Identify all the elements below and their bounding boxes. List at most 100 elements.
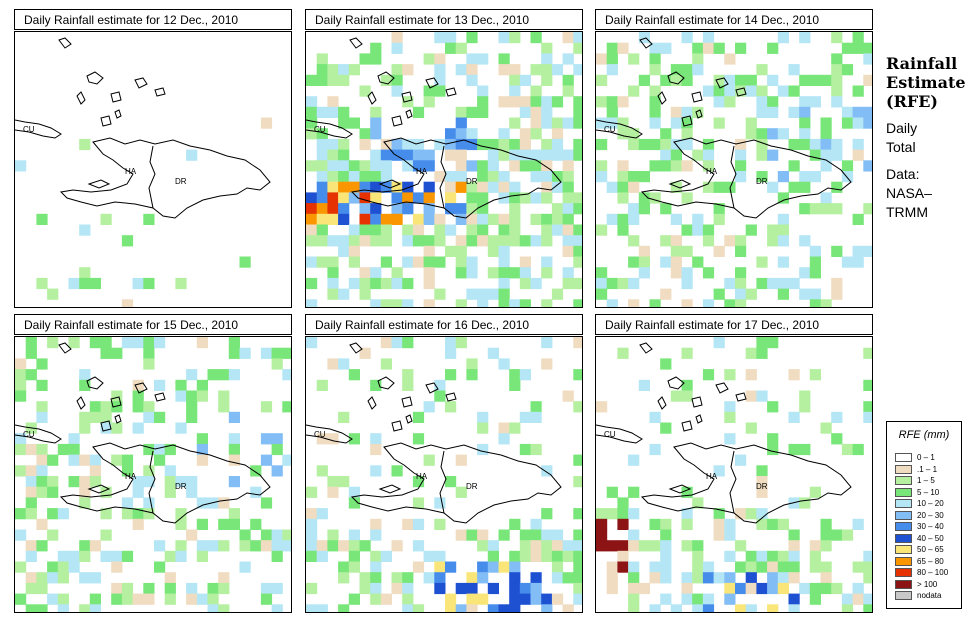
rainfall-cell: [15, 508, 27, 520]
rainfall-cell: [660, 256, 672, 268]
rainfall-cell: [498, 604, 510, 612]
rainfall-cell: [596, 508, 608, 520]
rainfall-cell: [841, 593, 854, 605]
rainfall-cell: [628, 572, 640, 584]
rainfall-cell: [541, 171, 553, 183]
rainfall-cell: [327, 106, 339, 118]
rainfall-cell: [606, 582, 618, 595]
rainfall-cell: [617, 160, 629, 172]
rainfall-cell: [306, 192, 318, 204]
rainfall-cell: [402, 224, 414, 236]
rainfall-cell: [57, 604, 69, 612]
rainfall-cell: [530, 128, 542, 140]
rainfall-cell: [423, 401, 435, 413]
island-outline: [425, 382, 439, 394]
rainfall-cell: [831, 277, 843, 290]
rainfall-cell: [767, 277, 779, 290]
rainfall-cell: [573, 192, 582, 204]
rainfall-cell: [89, 337, 101, 349]
rainfall-cell: [121, 337, 134, 349]
rainfall-cell: [316, 224, 328, 236]
rainfall-cell: [466, 74, 478, 86]
rainfall-cell: [681, 582, 693, 595]
rainfall-cell: [820, 561, 832, 573]
rainfall-cell: [477, 529, 489, 541]
rainfall-cell: [402, 379, 414, 391]
rainfall-cell: [809, 540, 821, 552]
rainfall-cell: [316, 53, 328, 65]
rainfall-cell: [239, 347, 251, 359]
rainfall-cell: [228, 518, 240, 530]
rainfall-cell: [573, 149, 582, 161]
rainfall-cell: [509, 299, 521, 307]
rainfall-cell: [143, 337, 155, 349]
rainfall-cell: [466, 529, 478, 541]
rainfall-cell: [25, 443, 37, 456]
rainfall-cell: [692, 213, 704, 225]
rainfall-cell: [316, 64, 328, 76]
legend-label: 80 – 100: [917, 568, 949, 577]
rainfall-cell: [670, 64, 682, 76]
rainfall-cell: [649, 53, 661, 65]
rainfall-cell: [487, 267, 499, 279]
rainfall-cell: [519, 277, 531, 290]
rainfall-cell: [606, 277, 618, 290]
rainfall-cell: [702, 593, 715, 605]
rainfall-cell: [132, 518, 144, 530]
rainfall-cell: [370, 106, 382, 118]
rainfall-cell: [327, 476, 339, 488]
rainfall-cell: [79, 369, 91, 381]
island-outline: [391, 115, 403, 127]
rainfall-cell: [573, 529, 582, 541]
rainfall-cell: [132, 476, 144, 488]
rainfall-cell: [649, 518, 661, 530]
rainfall-cell: [466, 358, 478, 370]
rainfall-cell: [809, 369, 821, 381]
rainfall-cell: [477, 106, 489, 118]
rainfall-cell: [767, 582, 779, 595]
rainfall-cell: [306, 550, 318, 562]
rainfall-cell: [831, 411, 843, 423]
rainfall-cell: [562, 224, 574, 236]
rainfall-cell: [143, 476, 155, 488]
rainfall-cell: [530, 518, 542, 530]
rainfall-cell: [57, 572, 69, 584]
rainfall-cell: [649, 42, 661, 54]
rainfall-cell: [380, 277, 392, 290]
rainfall-cell: [466, 267, 478, 279]
rainfall-cell: [423, 85, 435, 97]
rainfall-cell: [306, 160, 318, 172]
rainfall-cell: [541, 540, 553, 552]
rainfall-cell: [466, 128, 478, 140]
rainfall-cell: [338, 181, 350, 193]
rainfall-cell: [327, 138, 339, 151]
rainfall-cell: [617, 277, 629, 290]
rainfall-cell: [79, 497, 91, 509]
island-outline: [76, 91, 86, 105]
rainfall-cell: [25, 572, 37, 584]
rainfall-cell: [831, 32, 843, 44]
rainfall-cell: [692, 224, 704, 236]
rainfall-cell: [79, 604, 91, 612]
rainfall-cell: [338, 171, 350, 183]
rainfall-cell: [799, 96, 811, 108]
rainfall-cell: [606, 572, 618, 584]
rainfall-cell: [649, 299, 661, 307]
rfe-title-line-1: Rainfall: [886, 54, 958, 73]
rainfall-cell: [434, 550, 446, 562]
legend-swatch: [895, 464, 912, 474]
hispaniola-outline: [350, 442, 562, 524]
rainfall-cell: [306, 74, 318, 86]
rainfall-cell: [359, 128, 371, 140]
rainfall-cell: [186, 369, 198, 381]
rainfall-cell: [359, 288, 371, 300]
rainfall-cell: [541, 96, 553, 108]
rainfall-cell: [380, 171, 392, 183]
rainfall-cell: [509, 267, 521, 279]
rainfall-cell: [132, 390, 144, 402]
rainfall-cell: [477, 422, 489, 434]
rainfall-cell: [562, 203, 574, 215]
rainfall-cell: [338, 245, 350, 257]
rainfall-cell: [702, 160, 715, 172]
legend-label: nodata: [917, 591, 942, 600]
